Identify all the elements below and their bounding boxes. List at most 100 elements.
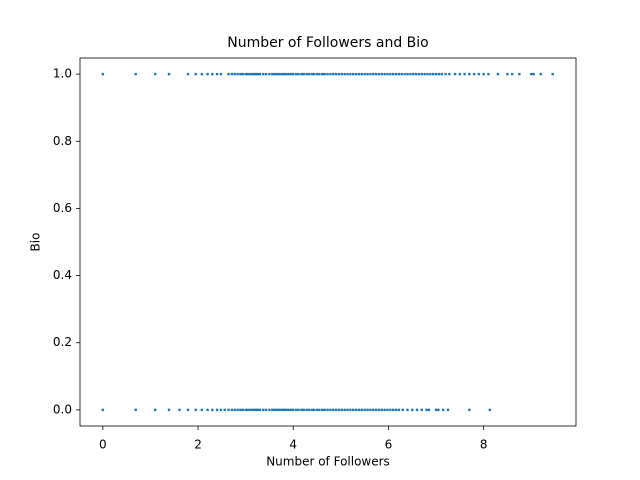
chart-title: Number of Followers and Bio (227, 35, 429, 51)
point (289, 72, 293, 76)
point (448, 72, 451, 76)
point (275, 72, 279, 76)
point (374, 72, 378, 76)
point (518, 72, 521, 76)
point (302, 408, 305, 412)
point (340, 72, 344, 76)
point (532, 72, 535, 76)
point (256, 408, 260, 412)
point (230, 408, 234, 412)
point (354, 72, 358, 76)
point (253, 72, 256, 76)
point (429, 72, 432, 76)
point (386, 72, 389, 76)
point (230, 72, 234, 76)
point (530, 72, 533, 76)
point (352, 408, 355, 412)
x-tick-label: 8 (480, 438, 488, 452)
point (227, 72, 230, 76)
point (346, 72, 349, 76)
point (253, 408, 256, 412)
point (337, 408, 341, 412)
point (154, 72, 157, 76)
point (329, 408, 332, 412)
point (334, 408, 338, 412)
point (377, 72, 381, 76)
point (329, 72, 332, 76)
point (101, 408, 105, 412)
point (262, 72, 265, 76)
point (412, 72, 415, 76)
y-tick-label: 0.6 (53, 201, 72, 215)
point (256, 72, 260, 76)
point (377, 408, 381, 412)
point (273, 408, 276, 412)
point (318, 408, 321, 412)
point (300, 408, 303, 412)
point (380, 408, 383, 412)
point (271, 72, 274, 76)
point (167, 72, 171, 76)
x-tick-label: 6 (385, 438, 393, 452)
point (307, 408, 311, 412)
point (264, 72, 268, 76)
point (275, 408, 279, 412)
point (366, 72, 369, 76)
point (403, 72, 406, 76)
point (383, 72, 386, 76)
point (323, 408, 326, 412)
point (506, 72, 509, 76)
point (248, 72, 252, 76)
point (453, 72, 457, 76)
x-axis-label: Number of Followers (266, 455, 390, 469)
point (289, 408, 293, 412)
point (369, 72, 372, 76)
point (426, 72, 429, 76)
point (392, 72, 395, 76)
point (278, 408, 281, 412)
point (219, 72, 223, 76)
point (482, 72, 485, 76)
point (211, 72, 214, 76)
point (394, 72, 398, 76)
point (332, 72, 335, 76)
point (244, 408, 247, 412)
point (437, 72, 441, 76)
point (332, 408, 335, 412)
point (178, 408, 181, 412)
point (215, 72, 219, 76)
point (389, 408, 392, 412)
point (343, 72, 346, 76)
point (374, 408, 378, 412)
point (254, 72, 258, 76)
y-tick-label: 0.2 (53, 335, 72, 349)
point (425, 408, 428, 412)
point (239, 72, 242, 76)
point (283, 72, 286, 76)
point (427, 408, 431, 412)
point (334, 72, 338, 76)
point (215, 408, 219, 412)
plot-frame (79, 57, 577, 427)
point (463, 72, 466, 76)
point (273, 72, 276, 76)
point (206, 72, 209, 76)
point (354, 408, 358, 412)
point (258, 72, 262, 76)
point (372, 408, 375, 412)
point (154, 408, 157, 412)
point (496, 72, 500, 76)
point (318, 72, 321, 76)
point (244, 72, 247, 76)
point (211, 408, 214, 412)
point (352, 72, 355, 76)
point (268, 408, 271, 412)
point (372, 72, 375, 76)
point (366, 408, 369, 412)
point (441, 408, 445, 412)
point (262, 408, 265, 412)
point (511, 72, 514, 76)
point (363, 408, 366, 412)
point (321, 72, 324, 76)
